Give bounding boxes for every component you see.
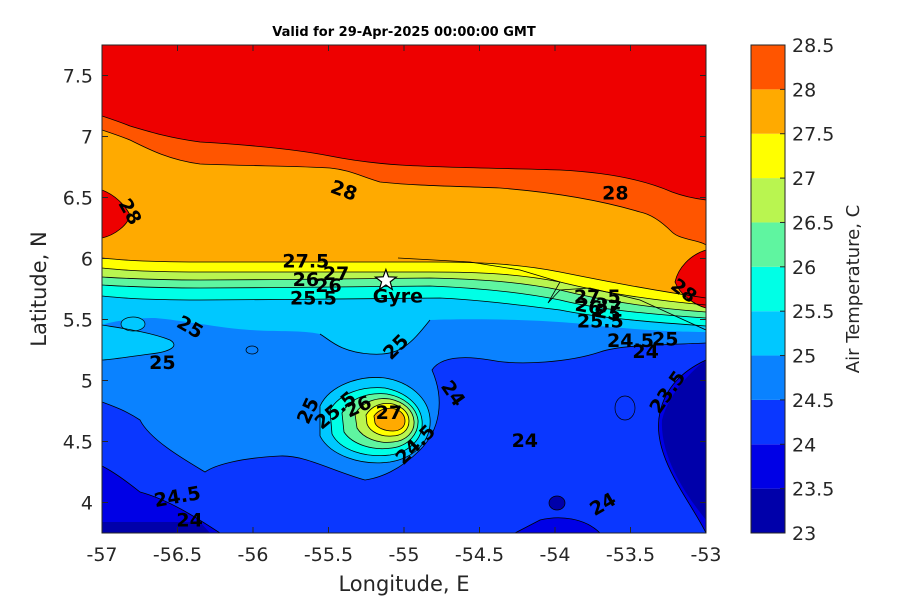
contour-label: 25 — [652, 329, 678, 351]
colorbar-tick-label: 25 — [792, 346, 816, 368]
contour-label: 24 — [632, 341, 658, 363]
colorbar-tick-label: 28 — [792, 79, 816, 101]
x-tick-label: -54 — [539, 544, 570, 566]
colorbar-band — [751, 444, 785, 489]
x-tick-label: -54.5 — [455, 544, 504, 566]
colorbar-band — [751, 45, 785, 90]
y-tick-label: 7.5 — [63, 66, 93, 88]
colorbar-band — [751, 266, 785, 312]
colorbar-band — [751, 355, 785, 400]
y-tick-label: 6 — [81, 249, 93, 271]
x-tick-label: -53.5 — [606, 544, 655, 566]
y-tick-label: 6.5 — [63, 188, 93, 210]
band-28-west-bump — [102, 190, 130, 238]
colorbar-tick-label: 24.5 — [792, 390, 834, 412]
cold-region-southeast — [661, 360, 706, 520]
colorbar-ticks: 23 23.5 24 24.5 25 25.5 26 26.5 27 27.5 28 28.5 — [780, 35, 834, 545]
star-icon — [373, 267, 398, 291]
y-axis-label: Latitude, N — [27, 231, 51, 347]
cold-spot-south — [548, 495, 566, 511]
contour-label: 25 — [593, 300, 623, 326]
colorbar-tick-label: 23.5 — [792, 479, 834, 501]
contour-label: 25.5 — [290, 287, 337, 309]
colorbar-band — [751, 311, 785, 356]
contour-lines — [102, 115, 706, 533]
x-axis-ticks: -57 -56.5 -56 -55.5 -55 -54.5 -54 -53.5 -53 — [86, 45, 722, 566]
contour-label: 27.5 — [574, 286, 621, 308]
contour-label: 28 — [602, 182, 628, 204]
colorbar-tick-label: 24 — [792, 434, 816, 456]
cold-spot-east — [614, 395, 636, 421]
colorbar-tick-label: 27.5 — [792, 124, 834, 146]
spot-mid — [245, 345, 259, 355]
contour-label: 25 — [149, 352, 175, 374]
x-tick-label: -55.5 — [304, 544, 353, 566]
colorbar-band — [751, 178, 785, 223]
x-axis-label: Longitude, E — [338, 572, 469, 596]
contour-label: 26 — [293, 269, 319, 291]
contour-label: 26 — [315, 275, 341, 297]
y-axis-ticks: 4 4.5 5 5.5 6 6.5 7 7.5 — [63, 66, 706, 515]
band-28.5-top — [102, 45, 706, 200]
contour-label: 27 — [323, 263, 349, 285]
contour-label: 26 — [573, 294, 603, 320]
chart-title: Valid for 29-Apr-2025 00:00:00 GMT — [272, 25, 536, 40]
x-tick-label: -56 — [237, 544, 268, 566]
x-tick-label: -53 — [690, 544, 721, 566]
contour-label: 27 — [593, 294, 623, 320]
colorbar-tick-label: 26.5 — [792, 212, 834, 234]
contour-label: 24.5 — [607, 330, 654, 352]
colorbar-tick-label: 26 — [792, 257, 816, 279]
colorbar-band — [751, 222, 785, 267]
y-tick-label: 4.5 — [63, 432, 93, 454]
colorbar — [750, 44, 786, 534]
colorbar-band — [751, 89, 785, 134]
colorbar-tick-label: 28.5 — [792, 35, 834, 57]
y-tick-label: 4 — [81, 493, 93, 515]
contour-label: 25.5 — [577, 310, 624, 332]
colorbar-band — [751, 133, 785, 179]
colorbar-tick-label: 27 — [792, 168, 816, 190]
contour-label: 24 — [176, 509, 202, 531]
x-tick-label: -55 — [388, 544, 419, 566]
y-tick-label: 5.5 — [63, 310, 93, 332]
colorbar-band — [751, 399, 785, 445]
contour-label: 24 — [512, 430, 538, 452]
colorbar-label: Air Temperature, C — [843, 205, 864, 373]
colorbar-frame — [750, 44, 786, 534]
station-label: Gyre — [373, 285, 423, 307]
station-marker-group: Gyre — [373, 267, 423, 307]
colorbar-band — [751, 488, 785, 533]
y-tick-label: 5 — [81, 371, 93, 393]
plot-area — [102, 45, 706, 533]
contour-label: 27 — [376, 402, 402, 424]
x-tick-label: -57 — [86, 544, 117, 566]
y-tick-label: 7 — [81, 127, 93, 149]
warm-spot-west — [120, 316, 146, 332]
contour-label: 27.5 — [282, 251, 329, 273]
x-tick-label: -56.5 — [153, 544, 202, 566]
colorbar-tick-label: 25.5 — [792, 301, 834, 323]
cold-region-southwest — [102, 522, 210, 533]
colorbar-tick-label: 23 — [792, 523, 816, 545]
blob-27.5-28 — [374, 408, 405, 431]
